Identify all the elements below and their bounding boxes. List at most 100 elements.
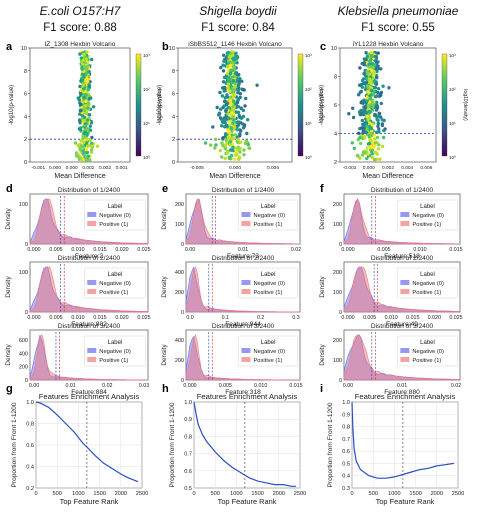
positive-density-area bbox=[29, 198, 149, 245]
hexbin-point bbox=[222, 53, 226, 57]
hexbin-point bbox=[83, 65, 87, 69]
hexbin-point bbox=[243, 104, 247, 108]
hexbin-point bbox=[236, 137, 241, 142]
curve-point bbox=[355, 460, 357, 462]
hexbin-point bbox=[85, 150, 90, 155]
x-tick-label: 0.010 bbox=[71, 315, 84, 321]
x-tick-label: 0.000 bbox=[27, 247, 40, 253]
colorbar-tick-label: 10³ bbox=[449, 53, 456, 58]
y-tick-label: 0 bbox=[181, 310, 184, 316]
curve-point bbox=[137, 481, 139, 482]
y-tick-label: 0.8 bbox=[342, 425, 350, 431]
curve-point bbox=[223, 460, 225, 461]
legend-label-negative: Negative (0) bbox=[412, 349, 444, 355]
x-tick-label: 0.005 bbox=[363, 315, 376, 321]
hexbin-point bbox=[228, 71, 233, 76]
legend-label-negative: Negative (0) bbox=[253, 213, 285, 219]
x-tick-label: 0.005 bbox=[377, 247, 390, 253]
column-2-organism: Shigella boydii bbox=[199, 4, 277, 18]
y-axis-label: Density bbox=[5, 276, 12, 298]
hexbin-point bbox=[229, 103, 233, 107]
hexbin-point bbox=[242, 153, 246, 157]
x-tick-label: 0.3 bbox=[292, 315, 299, 321]
y-tick-label: 0.3 bbox=[342, 486, 350, 492]
x-axis-label: Mean Difference bbox=[54, 173, 105, 180]
x-tick-label: 0 bbox=[192, 491, 195, 497]
hexbin-point bbox=[376, 121, 380, 126]
hexbin-point bbox=[232, 94, 236, 99]
y-tick-label: 0.4 bbox=[342, 474, 350, 480]
hexbin-point bbox=[231, 108, 236, 112]
hexbin-point bbox=[366, 89, 370, 94]
colorbar bbox=[135, 53, 142, 157]
hexbin-point bbox=[361, 101, 365, 106]
curve-point bbox=[257, 480, 258, 482]
colorbar-tick-label: 10¹ bbox=[143, 121, 150, 126]
x-axis-label: Feature:518 bbox=[384, 253, 420, 260]
x-axis-label: Feature:318 bbox=[225, 389, 261, 396]
y-axis-label: Density bbox=[161, 344, 168, 366]
hexbin-point bbox=[226, 150, 230, 155]
hexbin-point bbox=[368, 96, 372, 101]
hexbin-point bbox=[379, 67, 383, 71]
hexbin-point bbox=[368, 100, 372, 104]
hexbin-point bbox=[241, 114, 246, 119]
hexbin-point bbox=[231, 112, 236, 116]
plot-title: iYL1228 Hexbin Volcano bbox=[353, 41, 424, 48]
colorbar-label: log10(density) bbox=[462, 89, 468, 121]
hexbin-point bbox=[237, 83, 241, 87]
hexbin-point bbox=[226, 82, 231, 86]
positive-density-area bbox=[343, 198, 461, 245]
hexbin-point bbox=[85, 137, 89, 141]
hexbin-point bbox=[229, 95, 233, 99]
x-tick-label: 2500 bbox=[452, 491, 464, 497]
colorbar-tick-label: 10⁰ bbox=[143, 155, 150, 160]
hexbin-point bbox=[229, 63, 233, 68]
hexbin-point bbox=[82, 115, 87, 120]
hexbin-point bbox=[372, 63, 377, 67]
hexbin-point bbox=[238, 146, 242, 151]
y-tick-label: 2 bbox=[334, 160, 337, 166]
y-tick-label: 0.2 bbox=[26, 486, 34, 492]
hexbin-point bbox=[365, 55, 369, 59]
hexbin-point bbox=[371, 66, 375, 70]
hexbin-point bbox=[215, 105, 219, 110]
y-tick-label: 400 bbox=[175, 338, 184, 344]
hexbin-point bbox=[370, 148, 375, 152]
hexbin-point bbox=[203, 141, 208, 145]
hexbin-point bbox=[224, 108, 228, 112]
hexbin-point bbox=[223, 132, 228, 136]
hexbin-point bbox=[223, 59, 228, 63]
column-1-f1-score: F1 score: 0.88 bbox=[43, 22, 117, 34]
x-tick-label: 0.000 bbox=[363, 165, 375, 171]
y-tick-label: 0.6 bbox=[184, 469, 192, 475]
x-tick-label: 1000 bbox=[230, 491, 242, 497]
hexbin-point bbox=[230, 129, 234, 133]
y-tick-label: 1.0 bbox=[26, 400, 34, 406]
hexbin-point bbox=[234, 146, 238, 150]
x-tick-label: 2000 bbox=[115, 491, 127, 497]
hexbin-point bbox=[364, 80, 369, 85]
hexbin-point bbox=[383, 127, 387, 131]
hexbin-point bbox=[209, 143, 213, 147]
hexbin-point bbox=[231, 78, 235, 83]
column-1-organism: E.coli O157:H7 bbox=[40, 4, 122, 18]
hexbin-point bbox=[227, 55, 232, 59]
hexbin-point bbox=[226, 128, 230, 132]
hexbin-point bbox=[375, 130, 379, 134]
hexbin-point bbox=[230, 136, 234, 140]
x-tick-label: 0.010 bbox=[413, 247, 426, 253]
hexbin-point bbox=[359, 89, 363, 94]
hexbin-point bbox=[221, 63, 225, 67]
hexbin-point bbox=[225, 72, 230, 76]
hexbin-point bbox=[368, 94, 372, 98]
hexbin-point bbox=[220, 94, 225, 98]
x-tick-label: 0.000 bbox=[27, 315, 40, 321]
legend-label-negative: Negative (0) bbox=[99, 281, 131, 287]
curve-point bbox=[56, 414, 58, 416]
curve-point bbox=[231, 467, 233, 468]
y-tick-label: 0.5 bbox=[184, 486, 192, 492]
curve-point bbox=[351, 401, 353, 403]
y-axis-label: Density bbox=[319, 208, 326, 230]
hexbin-point bbox=[85, 132, 89, 136]
